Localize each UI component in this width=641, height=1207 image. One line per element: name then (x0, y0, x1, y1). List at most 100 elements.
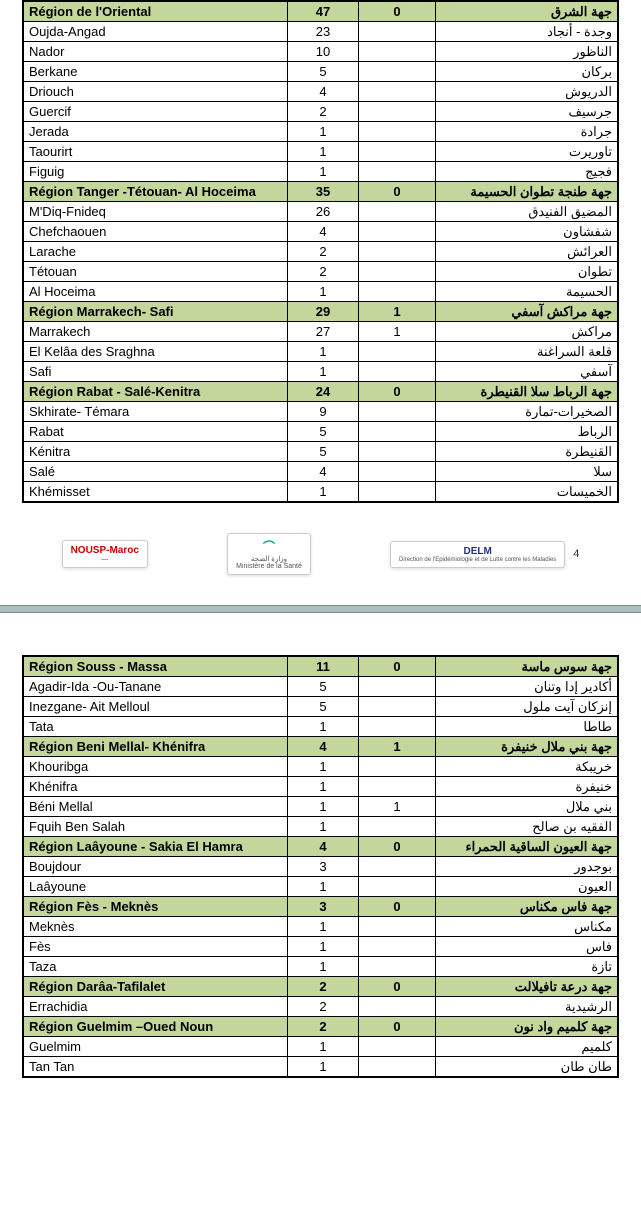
cell-ar: جهة كلميم واد نون (435, 1017, 617, 1037)
cell-ar: تاوريرت (435, 142, 617, 162)
cell-fr: Région de l'Oriental (24, 2, 288, 22)
regions-table-1: Région de l'Oriental470جهة الشرقOujda-An… (23, 1, 618, 502)
table-row: Boujdour3بوجدور (24, 857, 618, 877)
cell-value-2: 0 (359, 657, 436, 677)
cell-ar: جهة سوس ماسة (435, 657, 617, 677)
cell-value-1: 11 (287, 657, 358, 677)
cell-ar: كلميم (435, 1037, 617, 1057)
table-row: Driouch4الدريوش (24, 82, 618, 102)
cell-value-2 (359, 422, 436, 442)
table-row: Oujda-Angad23وجدة - أنجاد (24, 22, 618, 42)
cell-value-2 (359, 242, 436, 262)
cell-value-1: 4 (287, 737, 358, 757)
cell-value-2 (359, 202, 436, 222)
cell-fr: Rabat (24, 422, 288, 442)
cell-value-2 (359, 877, 436, 897)
cell-value-1: 5 (287, 677, 358, 697)
table-row: Salé4سلا (24, 462, 618, 482)
cell-value-1: 1 (287, 757, 358, 777)
cell-fr: Guelmim (24, 1037, 288, 1057)
cell-value-1: 1 (287, 777, 358, 797)
cell-value-1: 1 (287, 122, 358, 142)
cell-ar: تطوان (435, 262, 617, 282)
region-header-row: Région Darâa-Tafilalet20جهة درعة تافيلال… (24, 977, 618, 997)
logo-nousp: NOUSP-Maroc — (62, 540, 148, 568)
cell-value-2: 0 (359, 1017, 436, 1037)
cell-fr: Taza (24, 957, 288, 977)
page-footer: NOUSP-Maroc — ⌒ وزارة الصحة Ministère de… (22, 533, 619, 575)
cell-value-1: 2 (287, 262, 358, 282)
regions-table-2: Région Souss - Massa110جهة سوس ماسةAgadi… (23, 656, 618, 1077)
logo-nousp-text: NOUSP-Maroc (71, 545, 139, 556)
table-row: Taourirt1تاوريرت (24, 142, 618, 162)
cell-value-2 (359, 22, 436, 42)
logo-ministry-icon: ⌒ (263, 540, 275, 554)
cell-value-1: 10 (287, 42, 358, 62)
cell-value-2: 0 (359, 182, 436, 202)
cell-value-1: 3 (287, 857, 358, 877)
cell-ar: جهة بني ملال خنيفرة (435, 737, 617, 757)
table-2: Région Souss - Massa110جهة سوس ماسةAgadi… (22, 655, 619, 1078)
cell-ar: بوجدور (435, 857, 617, 877)
cell-ar: وجدة - أنجاد (435, 22, 617, 42)
cell-value-1: 4 (287, 222, 358, 242)
logo-delm-group: DELM Direction de l'Epidémiologie et de … (390, 541, 579, 568)
page-separator (0, 605, 641, 613)
cell-value-2 (359, 482, 436, 502)
region-header-row: Région Rabat - Salé-Kenitra240جهة الرباط… (24, 382, 618, 402)
cell-ar: الدريوش (435, 82, 617, 102)
cell-value-1: 1 (287, 937, 358, 957)
cell-value-1: 1 (287, 482, 358, 502)
region-header-row: Région Beni Mellal- Khénifra41جهة بني مل… (24, 737, 618, 757)
cell-value-1: 3 (287, 897, 358, 917)
cell-fr: Kénitra (24, 442, 288, 462)
cell-value-1: 2 (287, 1017, 358, 1037)
cell-value-1: 1 (287, 717, 358, 737)
table-row: Berkane5بركان (24, 62, 618, 82)
cell-fr: Marrakech (24, 322, 288, 342)
cell-value-2 (359, 817, 436, 837)
cell-value-1: 26 (287, 202, 358, 222)
cell-ar: مكناس (435, 917, 617, 937)
cell-fr: Région Guelmim –Oued Noun (24, 1017, 288, 1037)
cell-fr: Tétouan (24, 262, 288, 282)
cell-value-2: 0 (359, 382, 436, 402)
cell-fr: Salé (24, 462, 288, 482)
cell-ar: آسفي (435, 362, 617, 382)
cell-ar: الناظور (435, 42, 617, 62)
cell-fr: Région Darâa-Tafilalet (24, 977, 288, 997)
cell-ar: جرسيف (435, 102, 617, 122)
table-row: Jerada1جرادة (24, 122, 618, 142)
cell-fr: Safi (24, 362, 288, 382)
cell-fr: Région Laâyoune - Sakia El Hamra (24, 837, 288, 857)
cell-value-1: 1 (287, 817, 358, 837)
cell-value-1: 1 (287, 142, 358, 162)
cell-value-1: 1 (287, 957, 358, 977)
cell-ar: طاطا (435, 717, 617, 737)
cell-ar: العرائش (435, 242, 617, 262)
cell-fr: Nador (24, 42, 288, 62)
cell-value-1: 2 (287, 977, 358, 997)
cell-value-1: 4 (287, 462, 358, 482)
cell-value-2: 0 (359, 897, 436, 917)
cell-value-2 (359, 442, 436, 462)
cell-fr: Région Marrakech- Safi (24, 302, 288, 322)
cell-value-2 (359, 757, 436, 777)
cell-value-1: 47 (287, 2, 358, 22)
cell-fr: Région Beni Mellal- Khénifra (24, 737, 288, 757)
region-header-row: Région de l'Oriental470جهة الشرق (24, 2, 618, 22)
cell-fr: Khémisset (24, 482, 288, 502)
cell-value-2: 1 (359, 797, 436, 817)
cell-ar: جهة فاس مكناس (435, 897, 617, 917)
table-row: Larache2العرائش (24, 242, 618, 262)
cell-value-1: 1 (287, 342, 358, 362)
cell-fr: Driouch (24, 82, 288, 102)
cell-fr: Jerada (24, 122, 288, 142)
cell-value-2: 0 (359, 2, 436, 22)
cell-value-1: 5 (287, 442, 358, 462)
cell-fr: Skhirate- Témara (24, 402, 288, 422)
table-row: El Kelâa des Sraghna1قلعة السراغنة (24, 342, 618, 362)
cell-value-1: 1 (287, 1037, 358, 1057)
cell-fr: Agadir-Ida -Ou-Tanane (24, 677, 288, 697)
table-row: Errachidia2الرشيدية (24, 997, 618, 1017)
